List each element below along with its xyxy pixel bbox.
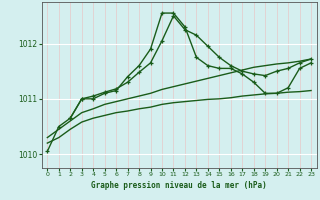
X-axis label: Graphe pression niveau de la mer (hPa): Graphe pression niveau de la mer (hPa) <box>91 181 267 190</box>
